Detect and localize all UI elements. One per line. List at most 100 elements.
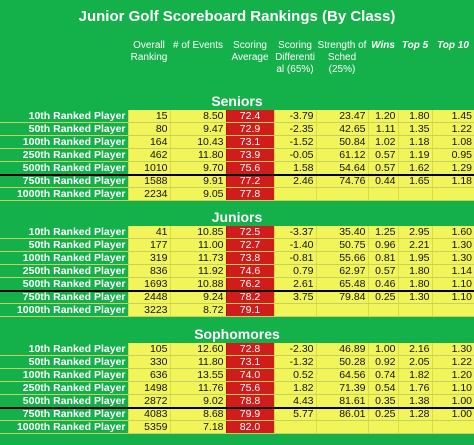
- table-cell: 11.80: [169, 148, 226, 162]
- table-cell: 1.28: [397, 407, 432, 421]
- section-table: 10th Ranked Player 105 12.60 72.8 -2.30 46.89…: [0, 343, 474, 434]
- column-header-line: Strength of: [317, 40, 367, 51]
- row-label: 250th Ranked Player: [0, 264, 128, 278]
- table-cell: 1.38: [397, 394, 432, 408]
- table-row: 250th Ranked Player 1498 11.76 75.6 1.82 71.3…: [0, 381, 474, 395]
- table-cell: 8.72: [169, 303, 226, 317]
- row-label: 50th Ranked Player: [0, 122, 128, 136]
- table-row: 10th Ranked Player 41 10.85 72.5 -3.37 35.40 1…: [0, 226, 474, 239]
- table-row: 100th Ranked Player 636 13.55 74.0 0.52 64.56…: [0, 368, 474, 382]
- table-cell: 10.43: [169, 135, 226, 149]
- column-header: Scoring Average: [226, 40, 274, 110]
- table-cell: 0.79: [273, 264, 316, 278]
- table-cell: 0.44: [367, 174, 398, 188]
- table-cell: 1.08: [431, 135, 474, 149]
- table-cell: 0.25: [367, 407, 398, 421]
- table-cell: 9.70: [169, 161, 226, 175]
- table-row: 1000th Ranked Player 3223 8.72 79.1: [0, 303, 474, 317]
- table-cell: -1.52: [273, 135, 316, 149]
- table-cell: 74.0: [225, 368, 274, 382]
- table-cell: 330: [127, 355, 170, 369]
- table-cell: [315, 187, 368, 201]
- table-cell: 1693: [127, 277, 170, 291]
- table-cell: 3.75: [273, 290, 316, 304]
- row-label: 50th Ranked Player: [0, 238, 128, 252]
- table-cell: 1.00: [431, 394, 474, 408]
- row-label: 250th Ranked Player: [0, 381, 128, 395]
- table-cell: 1.45: [431, 110, 474, 123]
- table-cell: 1.82: [397, 368, 432, 382]
- table-cell: 1.30: [431, 251, 474, 265]
- row-label: 1000th Ranked Player: [0, 187, 128, 201]
- table-cell: 1.60: [431, 226, 474, 239]
- table-row: 750th Ranked Player 2448 9.24 78.2 3.75 79.84…: [0, 290, 474, 304]
- page-title: Junior Golf Scoreboard Rankings (By Clas…: [78, 8, 396, 25]
- table-row: 250th Ranked Player 462 11.80 73.9 -0.05 61.1…: [0, 148, 474, 162]
- table-cell: 77.2: [225, 174, 274, 188]
- table-cell: 4.43: [273, 394, 316, 408]
- table-cell: 76.2: [225, 277, 274, 291]
- table-row: 500th Ranked Player 1693 10.88 76.2 2.61 65.4…: [0, 277, 474, 291]
- table-cell: 73.1: [225, 355, 274, 369]
- table-cell: 1.58: [273, 161, 316, 175]
- table-cell: 9.24: [169, 290, 226, 304]
- table-cell: 0.25: [367, 290, 398, 304]
- table-cell: 105: [127, 343, 170, 356]
- table-cell: 79.1: [225, 303, 274, 317]
- table-cell: 42.65: [315, 122, 368, 136]
- table-cell: 319: [127, 251, 170, 265]
- column-header-line: Top 5: [401, 40, 429, 51]
- table-cell: 62.97: [315, 264, 368, 278]
- table-cell: 1.20: [367, 110, 398, 123]
- table-cell: 12.60: [169, 343, 226, 356]
- table-cell: [273, 420, 316, 434]
- column-header-line: Overall: [133, 40, 165, 51]
- table-cell: 2.46: [273, 174, 316, 188]
- column-header: Overall Ranking: [128, 40, 170, 110]
- table-cell: [273, 303, 316, 317]
- table-cell: 64.56: [315, 368, 368, 382]
- row-label: 10th Ranked Player: [0, 226, 128, 239]
- column-header: Top 10: [432, 40, 474, 110]
- table-cell: 3223: [127, 303, 170, 317]
- table-cell: 0.92: [367, 355, 398, 369]
- table-cell: 0.54: [367, 381, 398, 395]
- row-label: 10th Ranked Player: [0, 343, 128, 356]
- table-cell: 2.61: [273, 277, 316, 291]
- table-cell: 1.62: [397, 161, 432, 175]
- table-cell: [315, 420, 368, 434]
- section-table: 10th Ranked Player 41 10.85 72.5 -3.37 35.40 1…: [0, 226, 474, 317]
- table-cell: 65.48: [315, 277, 368, 291]
- table-cell: [397, 420, 432, 434]
- column-header-line: Differenti: [275, 52, 315, 63]
- table-cell: 73.8: [225, 251, 274, 265]
- table-cell: 11.92: [169, 264, 226, 278]
- table-cell: 636: [127, 368, 170, 382]
- table-cell: 9.02: [169, 394, 226, 408]
- table-cell: 15: [127, 110, 170, 123]
- section-heading: Sophomores: [194, 326, 280, 342]
- table-cell: [273, 187, 316, 201]
- table-cell: 1.19: [397, 148, 432, 162]
- table-cell: 9.91: [169, 174, 226, 188]
- table-cell: 79.9: [225, 407, 274, 421]
- column-header-line: # of Events: [172, 40, 224, 51]
- table-cell: -0.81: [273, 251, 316, 265]
- section-divider: [0, 174, 474, 176]
- table-cell: 80: [127, 122, 170, 136]
- table-cell: 1.10: [431, 277, 474, 291]
- table-cell: 2.21: [397, 238, 432, 252]
- table-row: 50th Ranked Player 80 9.47 72.9 -2.35 42.65 1.…: [0, 122, 474, 136]
- table-cell: 1.10: [431, 290, 474, 304]
- table-cell: 72.5: [225, 226, 274, 239]
- table-cell: 1.76: [397, 381, 432, 395]
- table-cell: 836: [127, 264, 170, 278]
- table-cell: [367, 187, 398, 201]
- section-divider: [0, 407, 474, 409]
- table-row: 50th Ranked Player 177 11.00 72.7 -1.40 50.75…: [0, 238, 474, 252]
- column-header-line: al (65%): [276, 64, 314, 75]
- table-cell: 1.80: [397, 264, 432, 278]
- table-cell: 1.18: [397, 135, 432, 149]
- table-cell: [315, 303, 368, 317]
- table-row: 250th Ranked Player 836 11.92 74.6 0.79 62.97…: [0, 264, 474, 278]
